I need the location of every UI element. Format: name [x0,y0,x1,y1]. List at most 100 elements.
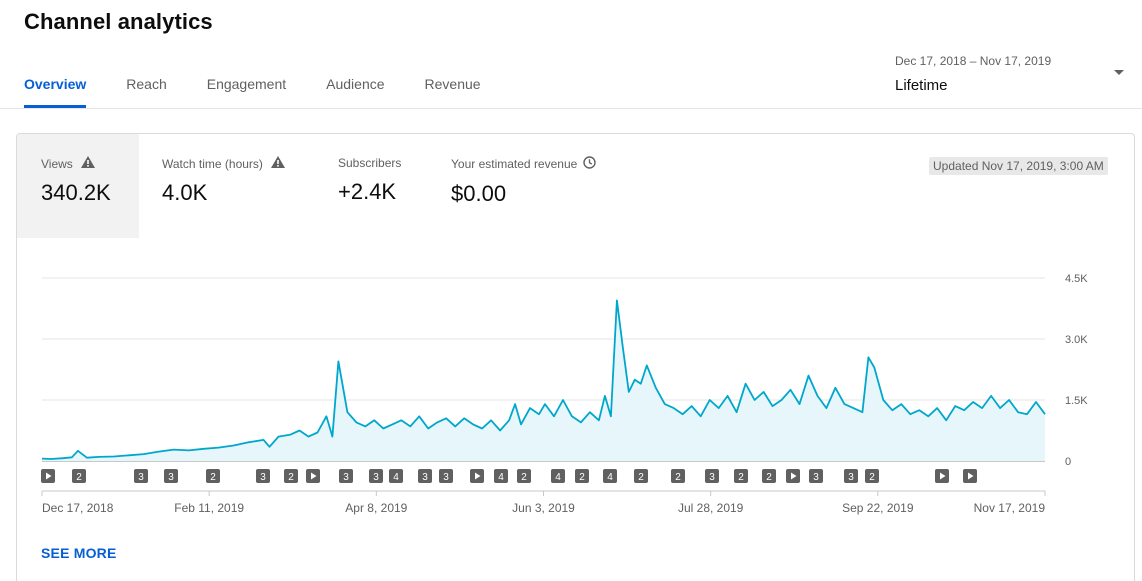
video-marker-count[interactable]: 2 [206,469,220,483]
video-marker-play[interactable] [306,469,320,483]
marker-count-label: 4 [607,472,613,483]
video-marker-count[interactable]: 2 [762,469,776,483]
marker-count-label: 2 [766,472,772,483]
date-range-text: Dec 17, 2018 – Nov 17, 2019 [895,54,1052,68]
video-marker-count[interactable]: 3 [134,469,148,483]
metric-views[interactable]: Views 340.2K [17,134,139,238]
metric-label: Your estimated revenue [451,157,578,171]
metric-value: +2.4K [338,179,397,204]
analytics-card: Views 340.2K Watch time (hours) 4.0K Sub… [16,133,1135,581]
video-marker-count[interactable]: 4 [603,469,617,483]
video-marker-play[interactable] [470,469,484,483]
video-marker-count[interactable]: 3 [844,469,858,483]
video-marker-play[interactable] [41,469,55,483]
marker-box-bg [439,469,453,483]
marker-box-bg [809,469,823,483]
video-marker-count[interactable]: 2 [734,469,748,483]
video-marker-count[interactable]: 4 [389,469,403,483]
video-marker-count[interactable]: 4 [551,469,565,483]
video-marker-count[interactable]: 3 [439,469,453,483]
video-marker-count[interactable]: 2 [634,469,648,483]
marker-box-bg [134,469,148,483]
tabs-divider [0,108,1142,109]
marker-box-bg [164,469,178,483]
video-marker-count[interactable]: 2 [671,469,685,483]
marker-box-bg [339,469,353,483]
warning-icon [270,156,285,171]
marker-box-bg [603,469,617,483]
x-tick-label: Apr 8, 2019 [345,501,407,515]
metric-label: Watch time (hours) [162,156,263,171]
page-title: Channel analytics [24,9,213,34]
tab-overview[interactable]: Overview [24,76,87,108]
tab-audience[interactable]: Audience [326,76,385,92]
marker-box-bg [389,469,403,483]
marker-count-label: 3 [343,472,349,483]
marker-box-bg [551,469,565,483]
video-marker-count[interactable]: 4 [494,469,508,483]
marker-box-bg [517,469,531,483]
clock-icon [583,156,597,172]
marker-box-bg [705,469,719,483]
metric-value: 4.0K [162,180,208,205]
video-marker-count[interactable]: 3 [164,469,178,483]
video-marker-count[interactable]: 3 [705,469,719,483]
marker-count-label: 4 [555,472,561,483]
play-icon [791,472,797,480]
marker-count-label: 3 [443,472,449,483]
tab-engagement[interactable]: Engagement [206,76,287,92]
date-range-picker[interactable]: Dec 17, 2018 – Nov 17, 2019 Lifetime [895,54,1127,98]
play-icon [475,472,481,480]
y-tick-label: 0 [1065,456,1071,468]
metric-subscribers[interactable]: Subscribers +2.4K [338,134,438,238]
metric-watch-time[interactable]: Watch time (hours) 4.0K [162,134,312,238]
x-tick-label: Dec 17, 2018 [42,501,114,515]
marker-count-label: 3 [813,472,819,483]
marker-count-label: 3 [422,472,428,483]
tab-revenue[interactable]: Revenue [424,76,481,92]
y-tick-label: 3.0K [1065,334,1088,346]
metric-revenue[interactable]: Your estimated revenue $0.00 [451,134,621,238]
marker-count-label: 3 [373,472,379,483]
marker-count-label: 4 [393,472,399,483]
play-icon [311,472,317,480]
video-marker-count[interactable]: 3 [339,469,353,483]
video-marker-play[interactable] [963,469,977,483]
video-marker-count[interactable]: 2 [284,469,298,483]
tab-reach[interactable]: Reach [126,76,167,92]
x-tick-label: Sep 22, 2019 [842,501,914,515]
play-icon [968,472,974,480]
marker-box-bg [284,469,298,483]
video-marker-count[interactable]: 3 [256,469,270,483]
tab-bar: Overview Reach Engagement Audience Reven… [24,76,521,108]
views-area [42,300,1045,461]
marker-count-label: 2 [76,472,82,483]
video-marker-count[interactable]: 2 [517,469,531,483]
x-tick-label: Feb 11, 2019 [174,501,244,515]
video-marker-count[interactable]: 2 [72,469,86,483]
video-marker-count[interactable]: 2 [575,469,589,483]
video-marker-count[interactable]: 3 [418,469,432,483]
x-tick-label: Jul 28, 2019 [678,501,744,515]
dropdown-arrow-icon [1114,70,1124,75]
metric-value: $0.00 [451,181,507,206]
marker-count-label: 2 [288,472,294,483]
video-marker-play[interactable] [935,469,949,483]
y-tick-label: 4.5K [1065,273,1088,285]
marker-box-bg [256,469,270,483]
marker-box-bg [634,469,648,483]
video-marker-count[interactable]: 3 [369,469,383,483]
video-marker-count[interactable]: 2 [865,469,879,483]
metric-value: 340.2K [41,180,111,205]
x-tick-label: Nov 17, 2019 [974,501,1046,515]
see-more-link[interactable]: SEE MORE [41,545,117,561]
marker-count-label: 2 [210,472,216,483]
y-tick-label: 1.5K [1065,395,1088,407]
video-marker-play[interactable] [786,469,800,483]
marker-count-label: 4 [498,472,504,483]
marker-box-bg [671,469,685,483]
x-tick-label: Jun 3, 2019 [512,501,575,515]
video-marker-count[interactable]: 3 [809,469,823,483]
play-icon [46,472,52,480]
marker-count-label: 3 [709,472,715,483]
